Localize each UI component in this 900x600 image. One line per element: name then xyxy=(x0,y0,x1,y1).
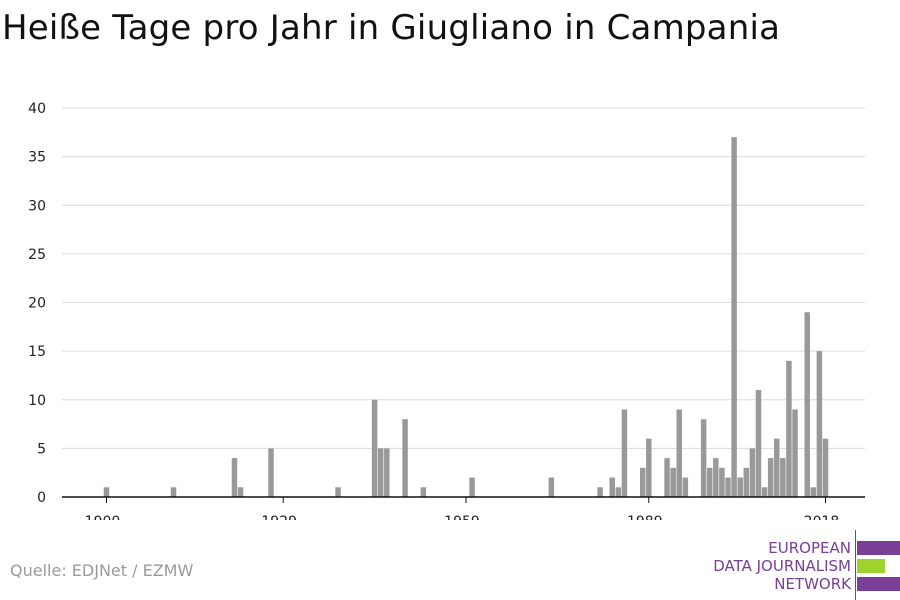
bar xyxy=(639,467,646,497)
bar xyxy=(170,487,177,497)
bar xyxy=(700,419,707,497)
bar xyxy=(420,487,427,497)
bar xyxy=(384,448,390,497)
bar xyxy=(743,467,750,497)
y-axis-labels: 0 5 10 15 20 25 30 35 40 xyxy=(28,101,46,506)
bar xyxy=(737,477,743,497)
bar xyxy=(816,351,823,497)
bar xyxy=(810,487,817,497)
bar xyxy=(335,487,341,497)
gridlines xyxy=(62,107,865,449)
logo-bar-green xyxy=(857,559,885,573)
bar xyxy=(706,467,713,497)
bar xyxy=(780,458,786,497)
bar xyxy=(670,467,676,497)
bar xyxy=(268,448,274,497)
y-tick-label: 10 xyxy=(28,393,46,409)
bar xyxy=(786,360,792,497)
bar-chart: 0 5 10 15 20 25 30 35 40 1900 1929 1959 1989 2018 xyxy=(28,101,865,520)
bar xyxy=(237,487,244,497)
y-tick-label: 35 xyxy=(28,150,46,166)
y-tick-label: 0 xyxy=(37,490,46,506)
bar xyxy=(103,487,110,497)
x-tick-label: 1959 xyxy=(444,514,480,520)
bar xyxy=(469,477,475,497)
bar xyxy=(774,438,780,497)
bar xyxy=(749,448,756,497)
logo-divider xyxy=(855,530,856,600)
bar xyxy=(615,487,622,497)
bar xyxy=(646,438,652,497)
bar xyxy=(621,409,628,497)
bar xyxy=(597,487,603,497)
bar xyxy=(719,467,725,497)
y-tick-label: 20 xyxy=(28,296,46,312)
x-tick-label: 1989 xyxy=(627,514,663,520)
bar xyxy=(731,137,737,498)
y-tick-label: 25 xyxy=(28,247,46,263)
bars xyxy=(103,137,829,498)
logo-text-line1: EUROPEAN xyxy=(768,539,851,557)
source-note: Quelle: EDJNet / EZMW xyxy=(10,561,194,580)
logo-text-line2: DATA JOURNALISM xyxy=(713,557,851,575)
edjnet-logo: EUROPEAN DATA JOURNALISM NETWORK xyxy=(700,530,900,600)
bar xyxy=(792,409,798,497)
x-tick-label: 1900 xyxy=(85,514,121,520)
bar xyxy=(377,448,384,497)
x-axis xyxy=(62,496,865,503)
bar xyxy=(548,477,555,497)
x-axis-labels: 1900 1929 1959 1989 2018 xyxy=(85,514,840,520)
x-tick-label: 2018 xyxy=(804,514,840,520)
bar xyxy=(713,458,719,497)
bar xyxy=(725,477,731,497)
bar xyxy=(676,409,683,497)
logo-text-line3: NETWORK xyxy=(774,575,851,593)
bar xyxy=(804,312,810,497)
y-tick-label: 5 xyxy=(37,441,46,457)
chart-title: Heiße Tage pro Jahr in Giugliano in Camp… xyxy=(2,8,781,48)
bar xyxy=(682,477,689,497)
bar xyxy=(761,487,768,497)
bar xyxy=(822,438,829,497)
y-tick-label: 30 xyxy=(28,198,46,214)
logo-bar-purple-top xyxy=(857,541,900,555)
logo-bar-purple-bottom xyxy=(857,577,900,591)
y-tick-label: 40 xyxy=(28,101,46,117)
bar xyxy=(231,458,238,497)
bar xyxy=(755,390,762,497)
bar xyxy=(371,399,378,497)
x-tick-label: 1929 xyxy=(261,514,297,520)
bar xyxy=(402,419,408,497)
bar xyxy=(609,477,615,497)
y-tick-label: 15 xyxy=(28,344,46,360)
bar xyxy=(664,458,670,497)
bar xyxy=(767,458,774,497)
